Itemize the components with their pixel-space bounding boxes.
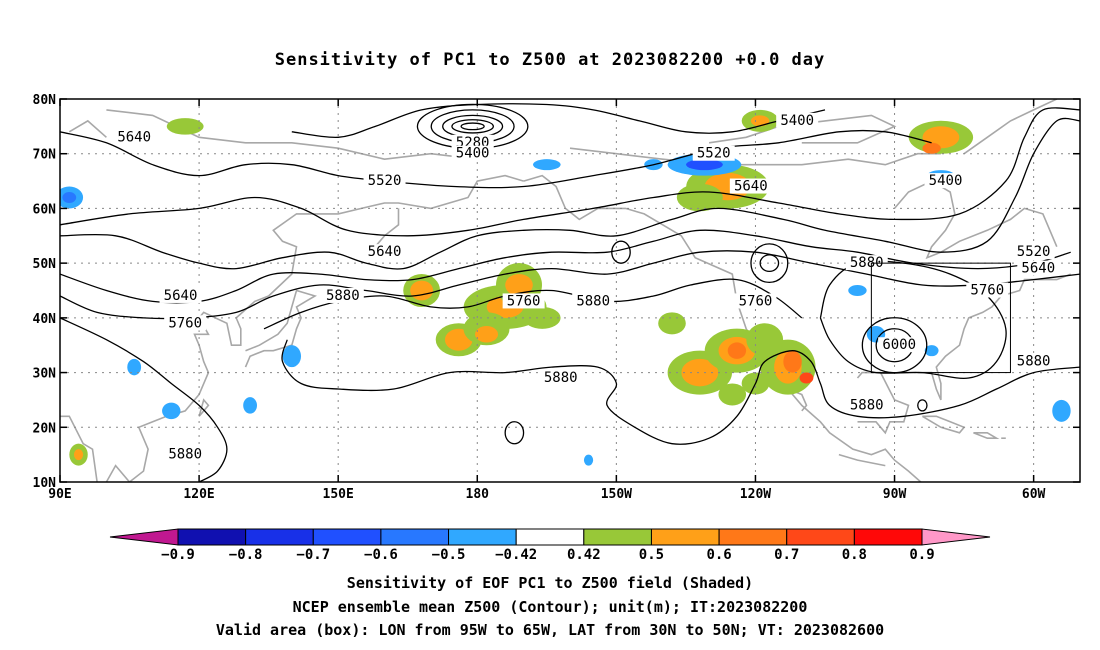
colorbar-label: −0.9 (161, 547, 195, 563)
contour-label: 5640 (164, 288, 198, 304)
colorbar-label: 0.42 (567, 547, 601, 563)
colorbar-label: −0.7 (296, 547, 330, 563)
coastlines (60, 99, 1071, 482)
colorbar-label: −0.5 (432, 547, 466, 563)
colorbar-low-triangle (109, 528, 179, 546)
caption-line-2: NCEP ensemble mean Z500 (Contour); unit(… (292, 598, 808, 616)
colorbar-swatch (245, 528, 314, 546)
lat-tick-label: 40N (33, 312, 57, 327)
lat-tick-label: 30N (33, 367, 57, 382)
contour-label: 5520 (697, 146, 731, 162)
colorbar-label: 0.9 (909, 547, 934, 563)
sensitivity-shading (60, 109, 1071, 466)
contour-label: 5640 (117, 129, 151, 145)
lon-tick-label: 120W (740, 487, 771, 502)
contour-label: 5880 (850, 255, 884, 271)
figure-title: Sensitivity of PC1 to Z500 at 2023082200… (274, 50, 826, 70)
contour-label: 5760 (168, 315, 202, 331)
contour-label: 5400 (929, 173, 963, 189)
colorbar-swatch (312, 528, 382, 546)
colorbar-label: −0.42 (495, 547, 537, 563)
caption-line-1: Sensitivity of EOF PC1 to Z500 field (Sh… (346, 574, 754, 592)
contour-label: 5640 (368, 244, 402, 260)
colorbar-swatch (515, 528, 585, 546)
lat-tick-label: 10N (33, 476, 57, 491)
axis-tick-labels: 10N 20N 30N 40N 50N 60N 70N 80N 90E 120E 150E 180 15… (33, 93, 1046, 502)
contour-label: 5760 (970, 283, 1004, 299)
contour-label: 5400 (456, 146, 490, 162)
contour-label: 6000 (882, 337, 916, 353)
colorbar-swatch (786, 528, 855, 546)
colorbar-swatch (448, 528, 517, 546)
lon-tick-label: 60W (1022, 487, 1046, 502)
lon-tick-label: 150E (323, 487, 354, 502)
colorbar-swatch (583, 528, 652, 546)
contour-label: 5520 (368, 173, 402, 189)
colorbar-label: 0.5 (639, 547, 664, 563)
lat-tick-label: 80N (33, 93, 57, 108)
contour-label: 5880 (544, 370, 578, 386)
lat-tick-label: 60N (33, 202, 57, 217)
colorbar-label: 0.6 (706, 547, 731, 563)
colorbar-swatch (853, 528, 923, 546)
colorbar: −0.9 −0.8 −0.7 −0.6 −0.5 −0.42 0.42 0.5 0.6 0.7 0.… (109, 528, 991, 563)
colorbar-swatch (177, 528, 247, 546)
colorbar-swatch (650, 528, 720, 546)
contour-label: 5640 (734, 179, 768, 195)
lon-tick-label: 90W (883, 487, 907, 502)
lon-tick-label: 90E (48, 487, 71, 502)
contour-label: 5880 (576, 293, 610, 309)
lon-tick-label: 150W (601, 487, 632, 502)
lat-tick-label: 20N (33, 421, 57, 436)
contour-label: 5640 (1021, 261, 1055, 277)
lon-tick-label: 180 (466, 487, 490, 502)
contour-label: 5880 (326, 288, 360, 304)
colorbar-high-triangle (921, 528, 991, 546)
colorbar-label: 0.7 (774, 547, 799, 563)
contour-label: 5760 (739, 293, 773, 309)
contour-label: 5760 (507, 293, 541, 309)
contour-label: 5880 (850, 397, 884, 413)
lon-tick-label: 120E (183, 487, 214, 502)
contour-label: 5880 (1017, 354, 1051, 370)
lat-tick-label: 50N (33, 257, 57, 272)
gridlines (60, 99, 1080, 482)
contour-label: 5400 (780, 113, 814, 129)
contour-label: 5520 (1017, 244, 1051, 260)
colorbar-label: −0.6 (364, 547, 398, 563)
colorbar-swatch (380, 528, 450, 546)
colorbar-label: −0.8 (229, 547, 263, 563)
lat-tick-label: 70N (33, 148, 57, 163)
contour-label: 5880 (168, 447, 202, 463)
z500-contours (60, 103, 1080, 482)
colorbar-label: 0.8 (842, 547, 867, 563)
valid-area-box (870, 262, 1011, 374)
caption-line-3: Valid area (box): LON from 95W to 65W, L… (215, 621, 885, 639)
map-frame (59, 98, 1081, 483)
colorbar-swatch (718, 528, 788, 546)
